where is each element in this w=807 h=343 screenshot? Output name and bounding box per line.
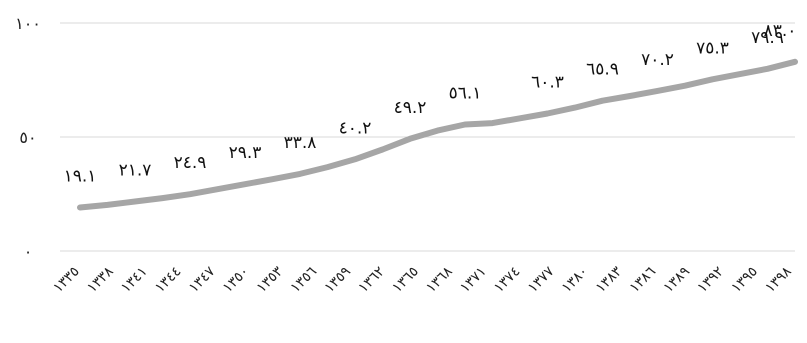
data-label: ٤٠.٢ [339, 118, 372, 138]
x-tick-label: ١٣٥٣ [254, 263, 287, 296]
y-axis: ٠ ٥٠ ١٠٠ [15, 14, 41, 261]
x-tick-label: ١٣٤١ [118, 264, 151, 297]
data-label: ٦٠.٣ [531, 73, 564, 93]
data-labels: ١٩.١ ٢١.٧ ٢٤.٩ ٢٩.٣ ٣٣.٨ ٤٠.٢ ٤٩.٢ ٥٦.١ ٦٠.٣ ٦٥.٩… [64, 21, 797, 187]
x-tick-label: ١٣٨٩ [661, 264, 694, 297]
x-tick-label: ١٣٦٢ [355, 264, 388, 297]
x-tick-label: ١٣٧١ [457, 264, 490, 297]
x-tick-label: ١٣٣٨ [84, 263, 117, 296]
x-tick-label: ١٣٦٥ [389, 264, 422, 297]
x-tick-label: ١٣٩٢ [694, 264, 727, 297]
data-label: ٧٥.٣ [696, 38, 729, 58]
x-tick-label: ١٣٩٥ [728, 264, 761, 297]
data-label: ٤٩.٢ [394, 98, 427, 118]
data-label: ٢١.٧ [119, 161, 152, 181]
data-label: ٢٤.٩ [174, 153, 207, 173]
x-tick-label: ١٣٤٧ [186, 263, 219, 296]
x-tick-label: ١٣٨٣ [593, 263, 626, 296]
y-tick-label: ٥٠ [19, 128, 36, 147]
y-tick-label: ١٠٠ [15, 14, 41, 33]
x-axis: ١٣٣٥ ١٣٣٨ ١٣٤١ ١٣٤٤ ١٣٤٧ ١٣٥٠ ١٣٥٣ ١٣٥٦ ١٣٥٩ ١٣٦٢… [50, 263, 795, 296]
x-tick-label: ١٣٥٠ [220, 264, 253, 297]
data-label: ٢٩.٣ [229, 143, 262, 163]
x-tick-label: ١٣٨٦ [627, 264, 660, 297]
data-label: ١٩.١ [64, 166, 97, 186]
x-tick-label: ١٣٥٩ [321, 264, 354, 297]
data-label: ٧٩.٩ [751, 28, 784, 48]
x-tick-label: ١٣٧٧ [525, 263, 558, 296]
data-label: ٧٠.٢ [641, 50, 674, 70]
series [77, 58, 798, 211]
data-label: ٦٥.٩ [586, 60, 619, 80]
x-tick-label: ١٣٣٥ [50, 264, 83, 297]
data-label: ٣٣.٨ [284, 133, 317, 153]
x-tick-label: ١٣٨٠ [559, 264, 592, 297]
gridlines [60, 22, 795, 252]
x-tick-label: ١٣٦٨ [423, 263, 456, 296]
x-tick-label: ١٣٥٦ [288, 264, 321, 297]
x-tick-label: ١٣٤٤ [152, 264, 185, 297]
x-tick-label: ١٣٧٤ [491, 264, 524, 297]
y-tick-label: ٠ [24, 242, 33, 261]
x-tick-label: ١٣٩٨ [762, 263, 795, 296]
data-label: ٨٣.٠ [764, 21, 797, 41]
series-line [77, 58, 798, 211]
data-label: ٥٦.١ [449, 83, 482, 103]
